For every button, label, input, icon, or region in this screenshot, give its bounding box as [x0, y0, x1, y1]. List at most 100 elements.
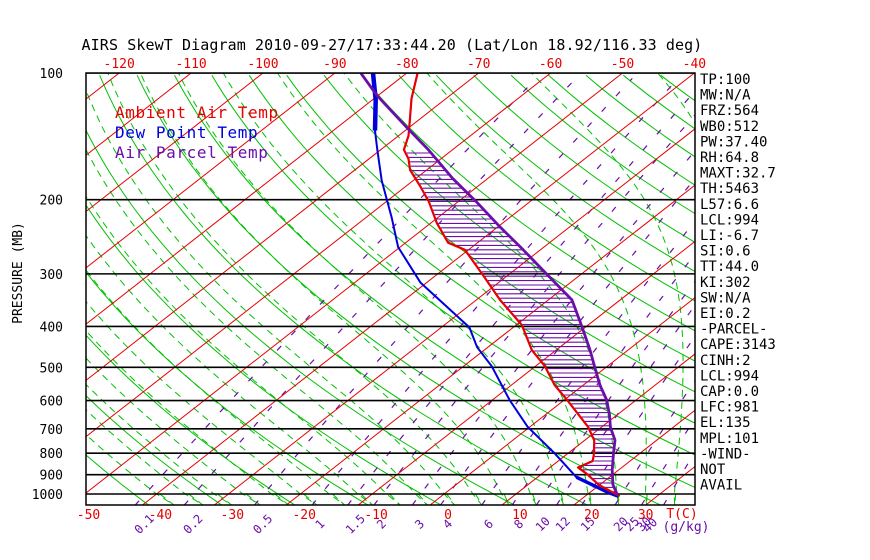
top-temp-tick-label: -110 [175, 57, 206, 72]
stability-param-line: WB0:512 [700, 119, 759, 135]
dry-adiabat-line [473, 74, 695, 243]
bottom-temp-tick-label: -40 [149, 508, 172, 523]
dry-adiabat-line [86, 334, 296, 505]
pressure-tick-label: 700 [40, 423, 63, 438]
sounding-curves-layer [359, 73, 621, 498]
pressure-tick-label: 200 [40, 194, 63, 209]
dry-adiabat-line [548, 74, 695, 186]
legend: Ambient Air Temp Dew Point Temp Air Parc… [115, 103, 279, 162]
dry-adiabat-line [510, 74, 695, 215]
stability-param-line: FRZ:564 [700, 103, 759, 119]
stability-param-line: TT:44.0 [700, 259, 759, 275]
pressure-tick-label: 500 [40, 361, 63, 376]
isotherm-line [86, 73, 480, 382]
legend-air-parcel-temp: Air Parcel Temp [115, 143, 269, 162]
mixing-ratio-line [581, 335, 695, 505]
legend-ambient-air-temp: Ambient Air Temp [115, 103, 279, 122]
dry-adiabat-line [398, 74, 695, 302]
stability-param-line: RH:64.8 [700, 150, 759, 166]
dew-point-curve-thick-bottom [575, 475, 619, 498]
isotherm-line [429, 297, 695, 505]
top-temp-tick-label: -40 [683, 57, 706, 72]
mixing-unit-label: (g/kg) [663, 520, 710, 535]
dry-adiabat-line [585, 74, 695, 158]
isotherm-line [86, 73, 623, 494]
dry-adiabat-line [361, 74, 695, 332]
dry-adiabat-line [136, 74, 662, 505]
plot-border [85, 72, 696, 506]
stability-param-line: -PARCEL- [700, 322, 767, 338]
stability-param-line: MW:N/A [700, 88, 751, 104]
moist-adiabat-line [222, 73, 565, 505]
top-temp-tick-label: -70 [467, 57, 490, 72]
legend-dew-point-temp: Dew Point Temp [115, 123, 258, 142]
bottom-temp-tick-label: 10 [512, 508, 528, 523]
stability-param-line: CAPE:3143 [700, 337, 776, 353]
isotherm-line [86, 73, 264, 213]
dry-adiabat-line [99, 75, 588, 505]
stability-param-line: MPL:101 [700, 431, 759, 447]
dry-adiabat-line [323, 74, 695, 362]
bottom-temp-tick-label: 20 [584, 508, 600, 523]
bottom-temp-tick-label: -20 [292, 508, 315, 523]
stability-param-line: -WIND- [700, 446, 751, 462]
top-temp-tick-label: -100 [247, 57, 278, 72]
stability-param-line: EI:0.2 [700, 306, 751, 322]
stability-param-line: LCL:994 [700, 212, 759, 228]
ambient-temp-curve [402, 73, 621, 498]
top-temp-tick-label: -60 [539, 57, 562, 72]
pressure-axis: 100 200 300 400 500 600 700 800 900 1000 [32, 67, 63, 503]
stability-param-line: MAXT:32.7 [700, 166, 776, 182]
dry-adiabat-line [435, 74, 695, 273]
isotherm-line [214, 128, 695, 505]
stability-param-line: PW:37.40 [700, 134, 767, 150]
dew-point-curve-thick-top [370, 73, 378, 131]
pressure-tick-label: 1000 [32, 488, 63, 503]
top-temperature-axis: -120 -110 -100 -90 -80 -70 -60 -50 -40 [104, 57, 707, 72]
pressure-tick-label: 100 [40, 67, 63, 82]
stability-param-line: LI:-6.7 [700, 228, 759, 244]
dry-adiabat-line [211, 74, 695, 456]
isotherms-layer [86, 73, 695, 505]
dry-adiabat-line [286, 74, 695, 393]
dry-adiabat-line [86, 395, 223, 505]
top-temp-tick-label: -80 [395, 57, 418, 72]
stability-param-line: CAP:0.0 [700, 384, 759, 400]
bottom-temperature-axis: -50 -40 -30 -20 -10 0 10 20 30 [77, 508, 654, 523]
top-temp-tick-label: -90 [323, 57, 346, 72]
mixing-ratio-line [481, 220, 695, 505]
moist-adiabat-line [86, 300, 318, 505]
bottom-temp-tick-label: 0 [444, 508, 452, 523]
moist-adiabat-line [86, 357, 261, 505]
stability-param-line: EL:135 [700, 415, 751, 431]
isotherm-line [142, 73, 695, 505]
pressure-tick-label: 300 [40, 268, 63, 283]
stability-parameters-panel: TP:100MW:N/AFRZ:564WB0:512PW:37.40RH:64.… [700, 72, 776, 494]
bottom-temp-tick-label: -30 [221, 508, 244, 523]
moist-adiabat-line [86, 330, 290, 505]
pressure-tick-label: 400 [40, 320, 63, 335]
chart-title: AIRS SkewT Diagram 2010-09-27/17:33:44.2… [82, 36, 703, 54]
temp-unit-label: T(C) [666, 507, 697, 522]
stability-param-line: KI:302 [700, 275, 751, 291]
pressure-tick-label: 900 [40, 469, 63, 484]
stability-param-line: NOT [700, 462, 726, 478]
isotherm-line [86, 73, 192, 156]
pressure-tick-label: 800 [40, 447, 63, 462]
bottom-temp-tick-label: -50 [77, 508, 100, 523]
isotherm-line [86, 73, 408, 325]
dry-adiabat-line [86, 204, 442, 505]
grid-layers [86, 73, 695, 505]
pressure-axis-title: PRESSURE (MB) [11, 222, 26, 324]
stability-param-line: LCL:994 [700, 368, 759, 384]
stability-param-line: CINH:2 [700, 353, 751, 369]
mixing-ratio-line [614, 379, 695, 505]
pressure-tick-label: 600 [40, 395, 63, 410]
stability-param-line: AVAIL [700, 478, 742, 494]
stability-param-line: SI:0.6 [700, 244, 751, 260]
stability-param-line: L57:6.6 [700, 197, 759, 213]
isotherm-line [357, 240, 695, 505]
stability-param-line: LFC:981 [700, 400, 759, 416]
